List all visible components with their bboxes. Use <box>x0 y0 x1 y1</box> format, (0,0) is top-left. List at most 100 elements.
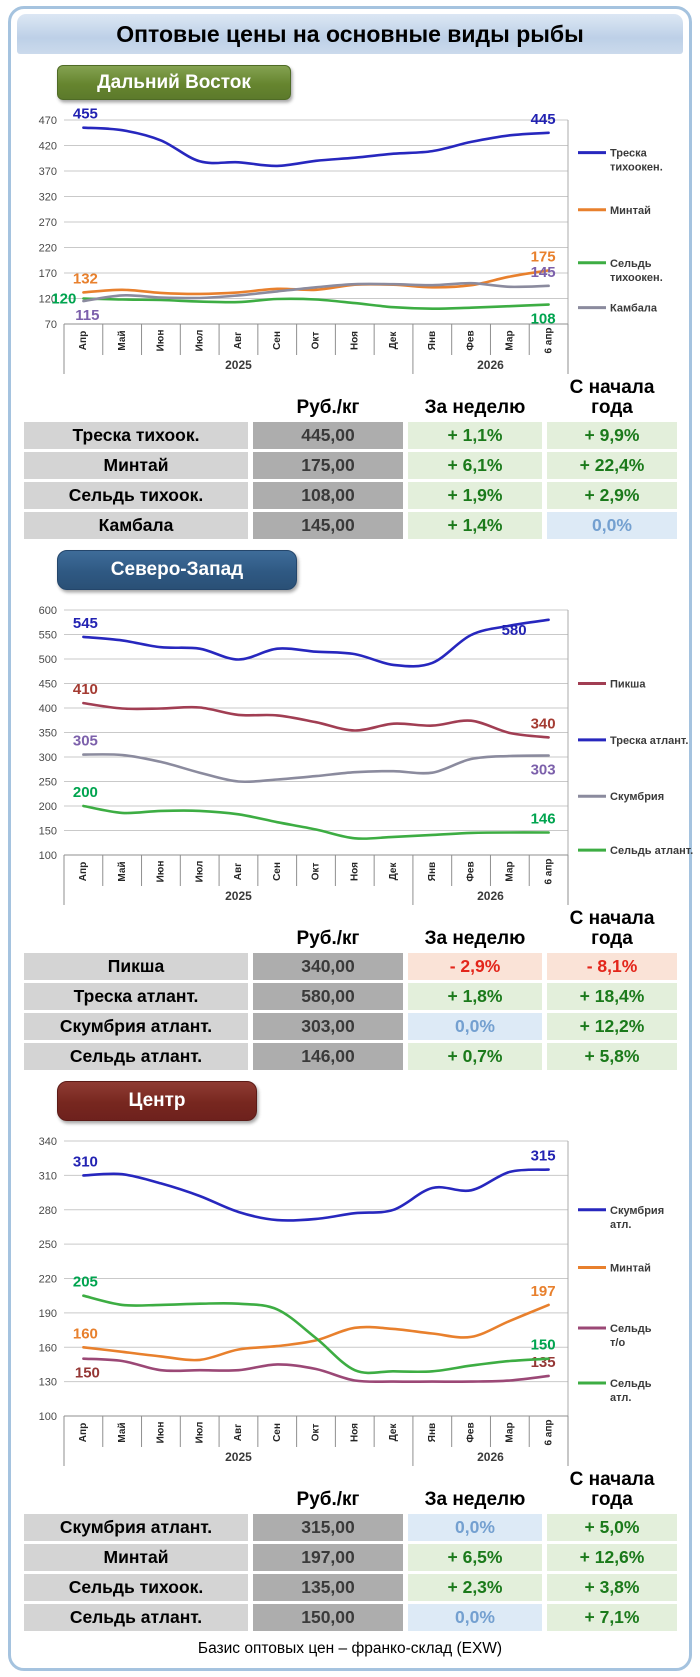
legend-item-Скумбрия: Скумбрия <box>578 791 664 803</box>
end-value-label: 135 <box>531 1354 556 1371</box>
price-table-center: Руб./кг За неделю С начала года Скумбрия ат… <box>24 1470 677 1632</box>
chart-far-east: 70 120 170 220 270 320 370 420 470 Апр Май Июн Июл Ав… <box>39 106 663 374</box>
x-axis-month-label: Фев <box>466 330 477 350</box>
species-name-cell: Минтай <box>24 452 248 480</box>
y-axis-tick: 70 <box>45 319 57 331</box>
section-center: Центр 100 130 160 190 220 250 280 310 340 Апр Май Ию… <box>17 1081 683 1632</box>
ytd-change-cell: - 8,1% <box>547 953 677 981</box>
ytd-change-cell: 0,0% <box>547 512 677 540</box>
table-row: Треска атлант. 580,00 + 1,8% + 18,4% <box>24 983 677 1011</box>
y-axis-tick: 200 <box>39 801 57 813</box>
column-header-week: За неделю <box>424 396 526 418</box>
svg-text:Минтай: Минтай <box>610 205 651 217</box>
end-value-label: 445 <box>531 111 556 128</box>
table-row: Скумбрия атлант. 315,00 0,0% + 5,0% <box>24 1514 677 1542</box>
species-name-cell: Сельдь тихоок. <box>24 482 248 510</box>
table-row: Минтай 175,00 + 6,1% + 22,4% <box>24 452 677 480</box>
week-change-cell: + 1,9% <box>408 482 542 510</box>
legend-item-Пикша: Пикша <box>578 679 646 691</box>
svg-text:атл.: атл. <box>610 1219 631 1231</box>
end-value-label: 303 <box>531 762 556 779</box>
x-axis-month-label: Май <box>117 330 128 350</box>
x-axis-month-label: Ноя <box>349 1423 360 1442</box>
y-axis-tick: 100 <box>39 850 57 862</box>
series-line-Треска тихоокен. <box>82 126 550 168</box>
y-axis-tick: 450 <box>39 679 57 691</box>
table-row: Скумбрия атлант. 303,00 0,0% + 12,2% <box>24 1013 677 1041</box>
end-value-label: 108 <box>531 311 556 328</box>
series-line-Камбала <box>82 281 550 303</box>
table-header-row: Руб./кг За неделю С начала года <box>24 909 676 950</box>
week-change-cell: + 1,1% <box>408 422 542 450</box>
start-value-label: 120 <box>51 291 76 308</box>
start-value-label: 132 <box>73 270 98 287</box>
week-change-cell: 0,0% <box>408 1013 542 1041</box>
price-cell: 340,00 <box>253 953 403 981</box>
price-cell: 580,00 <box>253 983 403 1011</box>
y-axis-tick: 250 <box>39 1239 57 1251</box>
y-axis-tick: 300 <box>39 752 57 764</box>
week-change-cell: + 0,7% <box>408 1043 542 1071</box>
column-header-ytd: С начала года <box>569 908 655 949</box>
species-name-cell: Треска тихоок. <box>24 422 248 450</box>
x-axis-month-label: Фев <box>466 862 477 882</box>
svg-text:Треска атлант.: Треска атлант. <box>610 735 688 747</box>
start-value-label: 205 <box>73 1274 98 1291</box>
species-name-cell: Скумбрия атлант. <box>24 1013 248 1041</box>
x-axis-month-label: Май <box>117 862 128 882</box>
ytd-change-cell: + 5,8% <box>547 1043 677 1071</box>
legend-item-Сельдь тихоокен.: Сельдь тихоокен. <box>578 258 663 284</box>
y-axis-tick: 280 <box>39 1205 57 1217</box>
column-header-week: За неделю <box>424 1488 526 1510</box>
y-axis-tick: 500 <box>39 654 57 666</box>
x-axis-month-label: Июл <box>194 330 205 352</box>
ytd-change-cell: + 7,1% <box>547 1604 677 1632</box>
section-far-east: Дальний Восток 70 120 170 220 270 320 370 420 470… <box>17 65 683 540</box>
species-name-cell: Пикша <box>24 953 248 981</box>
y-axis-tick: 220 <box>39 243 57 255</box>
x-axis-month-label: Мар <box>504 330 515 350</box>
x-axis-month-label: Янв <box>427 1423 438 1442</box>
x-axis-month-label: Авг <box>233 863 244 881</box>
price-cell: 303,00 <box>253 1013 403 1041</box>
table-row: Сельдь тихоок. 135,00 + 2,3% + 3,8% <box>24 1574 677 1602</box>
series-line-Треска атлант. <box>82 618 550 668</box>
series-line-Сельдь атлант. <box>82 804 550 841</box>
table-row: Треска тихоок. 445,00 + 1,1% + 9,9% <box>24 422 677 450</box>
svg-text:т/о: т/о <box>610 1337 625 1349</box>
column-header-ytd: С начала года <box>569 377 655 418</box>
chart-north-west: 100 150 200 250 300 350 400 450 500 550 600 Апр Май И… <box>39 605 693 906</box>
x-axis-month-label: Дек <box>388 331 399 350</box>
ytd-change-cell: + 5,0% <box>547 1514 677 1542</box>
start-value-label: 115 <box>75 307 99 324</box>
x-axis-month-label: Ноя <box>349 862 360 881</box>
end-value-label: 340 <box>531 716 556 733</box>
series-line-Сельдь атл. <box>82 1294 550 1375</box>
x-axis-month-label: Дек <box>388 1423 399 1442</box>
x-axis-month-label: Апр <box>78 1423 89 1442</box>
section-north-west: Северо-Запад 100 150 200 250 300 350 400 450 500 5… <box>17 550 693 1071</box>
y-axis-tick: 600 <box>39 605 57 617</box>
table-row: Минтай 197,00 + 6,5% + 12,6% <box>24 1544 677 1572</box>
x-axis-month-label: Сен <box>272 331 283 350</box>
x-axis-year-label: 2026 <box>477 358 504 372</box>
infographic-frame: Оптовые цены на основные виды рыбы Дальн… <box>8 6 693 1672</box>
price-cell: 150,00 <box>253 1604 403 1632</box>
start-value-label: 455 <box>73 106 98 123</box>
table-header-row: Руб./кг За неделю С начала года <box>24 1470 676 1511</box>
species-name-cell: Сельдь тихоок. <box>24 1574 248 1602</box>
start-value-label: 310 <box>73 1154 98 1171</box>
end-value-label: 580 <box>502 622 527 639</box>
series-line-Скумбрия атл. <box>82 1168 550 1223</box>
x-axis-month-label: Мар <box>504 862 515 882</box>
table-row: Сельдь атлант. 146,00 + 0,7% + 5,8% <box>24 1043 677 1071</box>
y-axis-tick: 170 <box>39 268 57 280</box>
x-axis-year-label: 2025 <box>225 889 252 903</box>
start-value-label: 160 <box>73 1326 98 1343</box>
x-axis-month-label: Июл <box>194 1422 205 1444</box>
end-value-label: 145 <box>531 264 556 281</box>
week-change-cell: + 1,8% <box>408 983 542 1011</box>
end-value-label: 146 <box>531 811 556 828</box>
price-cell: 145,00 <box>253 512 403 540</box>
series-line-Минтай <box>82 1303 550 1362</box>
